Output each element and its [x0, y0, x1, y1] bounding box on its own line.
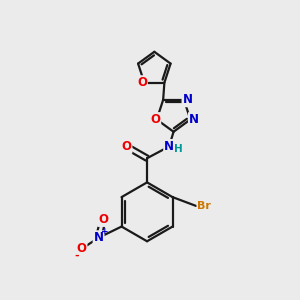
Text: H: H — [174, 144, 183, 154]
Text: O: O — [98, 213, 108, 226]
Text: O: O — [150, 113, 160, 126]
Text: O: O — [122, 140, 131, 153]
Text: -: - — [74, 250, 79, 260]
Text: O: O — [137, 76, 147, 89]
Text: O: O — [76, 242, 86, 255]
Text: +: + — [101, 227, 109, 236]
Text: Br: Br — [197, 201, 211, 211]
Text: N: N — [94, 231, 103, 244]
Text: N: N — [189, 113, 199, 126]
Text: N: N — [164, 140, 174, 153]
Text: N: N — [182, 93, 193, 106]
